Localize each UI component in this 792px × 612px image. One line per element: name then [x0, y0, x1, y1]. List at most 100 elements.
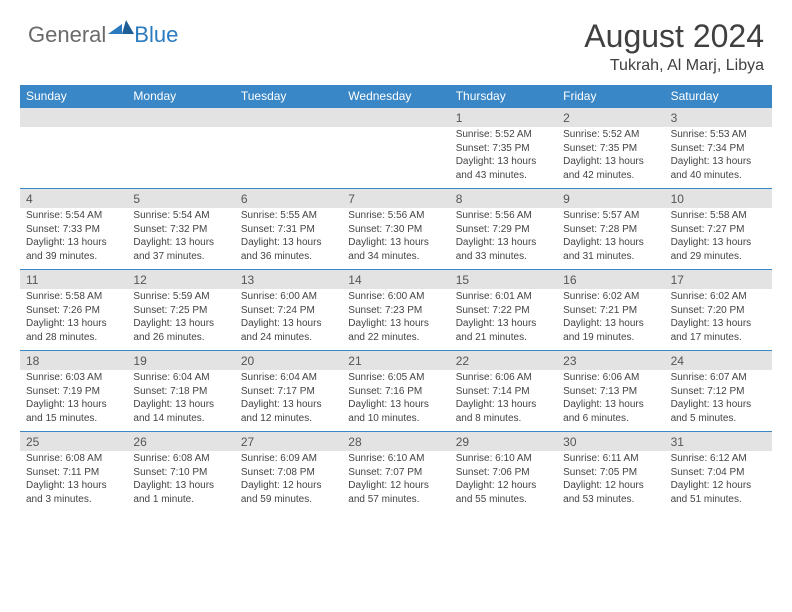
day-cell: Sunrise: 5:56 AMSunset: 7:29 PMDaylight:… — [450, 208, 557, 269]
sunset-text: Sunset: 7:21 PM — [563, 304, 658, 318]
location-text: Tukrah, Al Marj, Libya — [20, 57, 764, 75]
day-cell: Sunrise: 6:02 AMSunset: 7:20 PMDaylight:… — [665, 289, 772, 350]
day-number: 27 — [235, 432, 342, 451]
day-data-row: Sunrise: 5:52 AMSunset: 7:35 PMDaylight:… — [20, 127, 772, 188]
sunset-text: Sunset: 7:30 PM — [348, 223, 443, 237]
sunrise-text: Sunrise: 6:03 AM — [26, 371, 121, 385]
day-number: 24 — [665, 351, 772, 370]
daylight-text: Daylight: 13 hours and 12 minutes. — [241, 398, 336, 425]
day-number: 6 — [235, 189, 342, 208]
daylight-text: Daylight: 13 hours and 14 minutes. — [133, 398, 228, 425]
sunset-text: Sunset: 7:28 PM — [563, 223, 658, 237]
sunset-text: Sunset: 7:20 PM — [671, 304, 766, 318]
day-number: 4 — [20, 189, 127, 208]
daylight-text: Daylight: 12 hours and 51 minutes. — [671, 479, 766, 506]
sunset-text: Sunset: 7:19 PM — [26, 385, 121, 399]
day-cell: Sunrise: 5:53 AMSunset: 7:34 PMDaylight:… — [665, 127, 772, 188]
day-number: 5 — [127, 189, 234, 208]
daylight-text: Daylight: 13 hours and 21 minutes. — [456, 317, 551, 344]
daylight-text: Daylight: 13 hours and 31 minutes. — [563, 236, 658, 263]
daylight-text: Daylight: 13 hours and 10 minutes. — [348, 398, 443, 425]
daylight-text: Daylight: 13 hours and 34 minutes. — [348, 236, 443, 263]
sunrise-text: Sunrise: 6:01 AM — [456, 290, 551, 304]
daylight-text: Daylight: 12 hours and 53 minutes. — [563, 479, 658, 506]
sunset-text: Sunset: 7:23 PM — [348, 304, 443, 318]
day-cell: Sunrise: 6:09 AMSunset: 7:08 PMDaylight:… — [235, 451, 342, 512]
day-cell: Sunrise: 5:55 AMSunset: 7:31 PMDaylight:… — [235, 208, 342, 269]
sunset-text: Sunset: 7:14 PM — [456, 385, 551, 399]
day-cell: Sunrise: 5:52 AMSunset: 7:35 PMDaylight:… — [557, 127, 664, 188]
sunrise-text: Sunrise: 6:10 AM — [456, 452, 551, 466]
sunset-text: Sunset: 7:04 PM — [671, 466, 766, 480]
day-cell: Sunrise: 6:06 AMSunset: 7:13 PMDaylight:… — [557, 370, 664, 431]
sunrise-text: Sunrise: 5:54 AM — [133, 209, 228, 223]
sunrise-text: Sunrise: 6:04 AM — [241, 371, 336, 385]
weekday-header: Monday — [127, 85, 234, 107]
day-cell: Sunrise: 6:08 AMSunset: 7:10 PMDaylight:… — [127, 451, 234, 512]
sunset-text: Sunset: 7:12 PM — [671, 385, 766, 399]
day-number-row: 45678910 — [20, 188, 772, 208]
day-cell: Sunrise: 6:11 AMSunset: 7:05 PMDaylight:… — [557, 451, 664, 512]
sunset-text: Sunset: 7:31 PM — [241, 223, 336, 237]
day-number-row: 18192021222324 — [20, 350, 772, 370]
day-cell: Sunrise: 5:58 AMSunset: 7:27 PMDaylight:… — [665, 208, 772, 269]
calendar: Sunday Monday Tuesday Wednesday Thursday… — [20, 85, 772, 512]
day-number: 18 — [20, 351, 127, 370]
day-number: 16 — [557, 270, 664, 289]
daylight-text: Daylight: 13 hours and 36 minutes. — [241, 236, 336, 263]
daylight-text: Daylight: 13 hours and 26 minutes. — [133, 317, 228, 344]
sunrise-text: Sunrise: 6:11 AM — [563, 452, 658, 466]
day-number: 17 — [665, 270, 772, 289]
day-number: 26 — [127, 432, 234, 451]
daylight-text: Daylight: 13 hours and 29 minutes. — [671, 236, 766, 263]
day-cell: Sunrise: 6:12 AMSunset: 7:04 PMDaylight:… — [665, 451, 772, 512]
day-data-row: Sunrise: 6:03 AMSunset: 7:19 PMDaylight:… — [20, 370, 772, 431]
day-number: 9 — [557, 189, 664, 208]
day-number: 23 — [557, 351, 664, 370]
sunset-text: Sunset: 7:06 PM — [456, 466, 551, 480]
sunset-text: Sunset: 7:35 PM — [563, 142, 658, 156]
day-number-row: 11121314151617 — [20, 269, 772, 289]
daylight-text: Daylight: 13 hours and 19 minutes. — [563, 317, 658, 344]
day-number: 15 — [450, 270, 557, 289]
day-data-row: Sunrise: 6:08 AMSunset: 7:11 PMDaylight:… — [20, 451, 772, 512]
day-cell: Sunrise: 5:57 AMSunset: 7:28 PMDaylight:… — [557, 208, 664, 269]
day-cell: Sunrise: 5:52 AMSunset: 7:35 PMDaylight:… — [450, 127, 557, 188]
daylight-text: Daylight: 13 hours and 8 minutes. — [456, 398, 551, 425]
daylight-text: Daylight: 13 hours and 43 minutes. — [456, 155, 551, 182]
day-cell: Sunrise: 6:02 AMSunset: 7:21 PMDaylight:… — [557, 289, 664, 350]
day-cell: Sunrise: 5:56 AMSunset: 7:30 PMDaylight:… — [342, 208, 449, 269]
weekday-header-row: Sunday Monday Tuesday Wednesday Thursday… — [20, 85, 772, 107]
day-cell: Sunrise: 6:06 AMSunset: 7:14 PMDaylight:… — [450, 370, 557, 431]
weekday-header: Tuesday — [235, 85, 342, 107]
sunset-text: Sunset: 7:08 PM — [241, 466, 336, 480]
sunrise-text: Sunrise: 5:58 AM — [671, 209, 766, 223]
sunrise-text: Sunrise: 5:56 AM — [348, 209, 443, 223]
logo-text-blue: Blue — [134, 22, 178, 48]
weekday-header: Friday — [557, 85, 664, 107]
day-cell — [127, 127, 234, 188]
day-number: 12 — [127, 270, 234, 289]
sunrise-text: Sunrise: 6:07 AM — [671, 371, 766, 385]
daylight-text: Daylight: 13 hours and 17 minutes. — [671, 317, 766, 344]
sunset-text: Sunset: 7:07 PM — [348, 466, 443, 480]
day-cell: Sunrise: 5:54 AMSunset: 7:32 PMDaylight:… — [127, 208, 234, 269]
day-number: 20 — [235, 351, 342, 370]
daylight-text: Daylight: 13 hours and 15 minutes. — [26, 398, 121, 425]
sunset-text: Sunset: 7:22 PM — [456, 304, 551, 318]
day-number: 2 — [557, 108, 664, 127]
sunset-text: Sunset: 7:27 PM — [671, 223, 766, 237]
daylight-text: Daylight: 13 hours and 1 minute. — [133, 479, 228, 506]
day-cell: Sunrise: 6:04 AMSunset: 7:17 PMDaylight:… — [235, 370, 342, 431]
sunrise-text: Sunrise: 5:56 AM — [456, 209, 551, 223]
logo-text-general: General — [28, 22, 106, 48]
day-cell: Sunrise: 6:03 AMSunset: 7:19 PMDaylight:… — [20, 370, 127, 431]
day-number: 8 — [450, 189, 557, 208]
daylight-text: Daylight: 13 hours and 40 minutes. — [671, 155, 766, 182]
sunrise-text: Sunrise: 5:53 AM — [671, 128, 766, 142]
day-number: 31 — [665, 432, 772, 451]
daylight-text: Daylight: 13 hours and 24 minutes. — [241, 317, 336, 344]
day-number: 11 — [20, 270, 127, 289]
sunset-text: Sunset: 7:17 PM — [241, 385, 336, 399]
day-number — [20, 108, 127, 127]
